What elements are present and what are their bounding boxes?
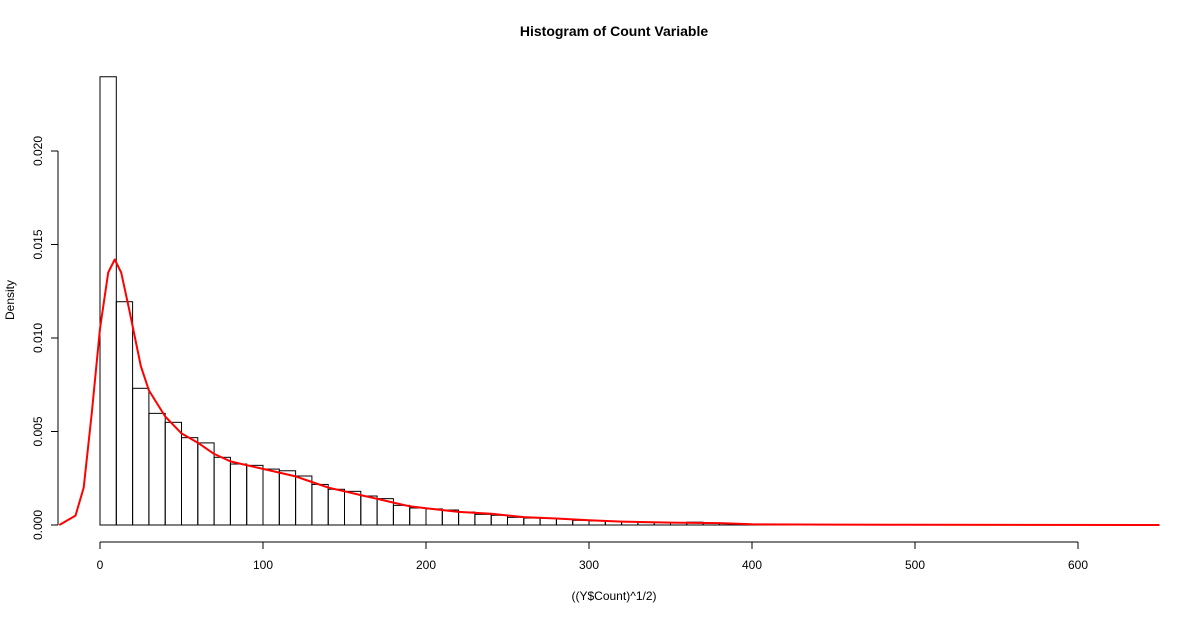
histogram-bar: [361, 496, 377, 525]
histogram-bar: [508, 517, 524, 525]
y-axis: 0.000 0.005 0.010 0.015 0.020: [31, 136, 58, 540]
x-tick-label: 0: [97, 558, 104, 572]
x-tick-label: 300: [579, 558, 599, 572]
x-tick-label: 200: [416, 558, 436, 572]
y-tick-label: 0.015: [31, 229, 45, 259]
histogram-bar: [263, 469, 279, 525]
x-tick-label: 100: [253, 558, 273, 572]
histogram-bar: [149, 413, 165, 525]
histogram-bar: [475, 514, 491, 525]
y-tick-label: 0.000: [31, 510, 45, 540]
histogram-bar: [328, 489, 344, 525]
histogram-bar: [312, 484, 328, 525]
histogram-bar: [296, 476, 312, 525]
histogram-bar: [393, 505, 409, 525]
x-axis: 0 100 200 300 400 500 600: [97, 542, 1089, 572]
y-tick-label: 0.010: [31, 323, 45, 353]
histogram-bar: [247, 465, 263, 525]
x-tick-label: 500: [905, 558, 925, 572]
histogram-bar: [279, 471, 295, 525]
y-tick-label: 0.005: [31, 416, 45, 446]
histogram-bar: [165, 422, 181, 525]
x-axis-label: ((Y$Count)^1/2): [572, 589, 657, 603]
histogram-bar: [524, 518, 540, 525]
x-tick-label: 600: [1068, 558, 1088, 572]
x-tick-label: 400: [742, 558, 762, 572]
histogram-bar: [198, 443, 214, 525]
histogram-bar: [491, 515, 507, 525]
histogram-bar: [345, 491, 361, 525]
density-curve-group: [59, 260, 1159, 526]
histogram-bar: [116, 302, 132, 525]
histogram-bar: [214, 457, 230, 525]
chart-title: Histogram of Count Variable: [520, 23, 708, 39]
density-curve: [59, 260, 1159, 526]
y-axis-label: Density: [3, 280, 17, 320]
y-tick-label: 0.020: [31, 136, 45, 166]
histogram-bar: [426, 509, 442, 525]
histogram-bar: [182, 438, 198, 525]
histogram-bar: [459, 512, 475, 525]
histogram-bars: [100, 77, 980, 525]
histogram-bar: [133, 388, 149, 525]
histogram-bar: [100, 77, 116, 525]
histogram-bar: [410, 508, 426, 525]
histogram-bar: [230, 464, 246, 525]
